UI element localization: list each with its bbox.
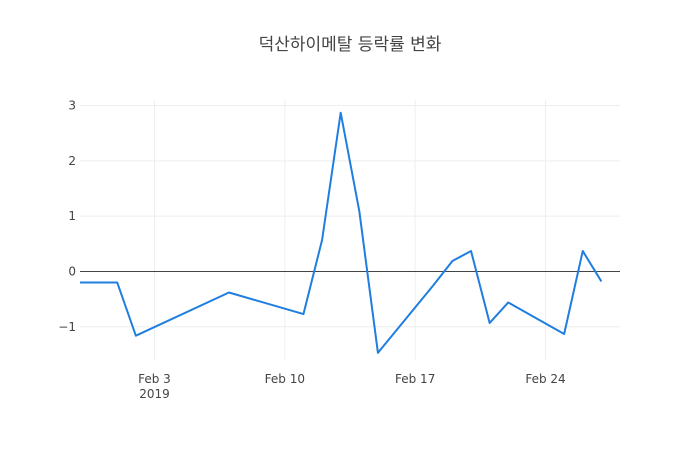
x-tick-label: Feb 24 [525,372,565,386]
data-point [375,350,381,356]
y-tick-label: 1 [68,209,76,223]
data-point [487,320,493,326]
data-point [580,248,586,254]
x-tick-sublabel: 2019 [139,387,170,401]
chart-title: 덕산하이메탈 등락률 변화 [259,35,442,55]
grid [80,100,620,360]
data-point [300,311,306,317]
data-point [133,333,139,339]
y-tick-label: 0 [68,264,76,278]
data-point [356,208,362,214]
data-point [468,248,474,254]
series [77,110,604,356]
y-tick-label: 3 [68,99,76,113]
data-point [561,331,567,337]
data-point [96,280,102,286]
data-point [505,299,511,305]
data-point [431,282,437,288]
x-tick-label: Feb 17 [395,372,435,386]
data-point [114,280,120,286]
x-tick-label: Feb 10 [265,372,305,386]
series-line [80,111,603,354]
data-point [598,278,604,284]
data-point [226,290,232,296]
y-tick-label: −1 [58,320,76,334]
data-point [449,258,455,264]
data-point [77,280,83,286]
x-tick-label: Feb 3 [138,372,171,386]
y-tick-label: 2 [68,154,76,168]
data-point [338,110,344,116]
data-point [319,237,325,243]
